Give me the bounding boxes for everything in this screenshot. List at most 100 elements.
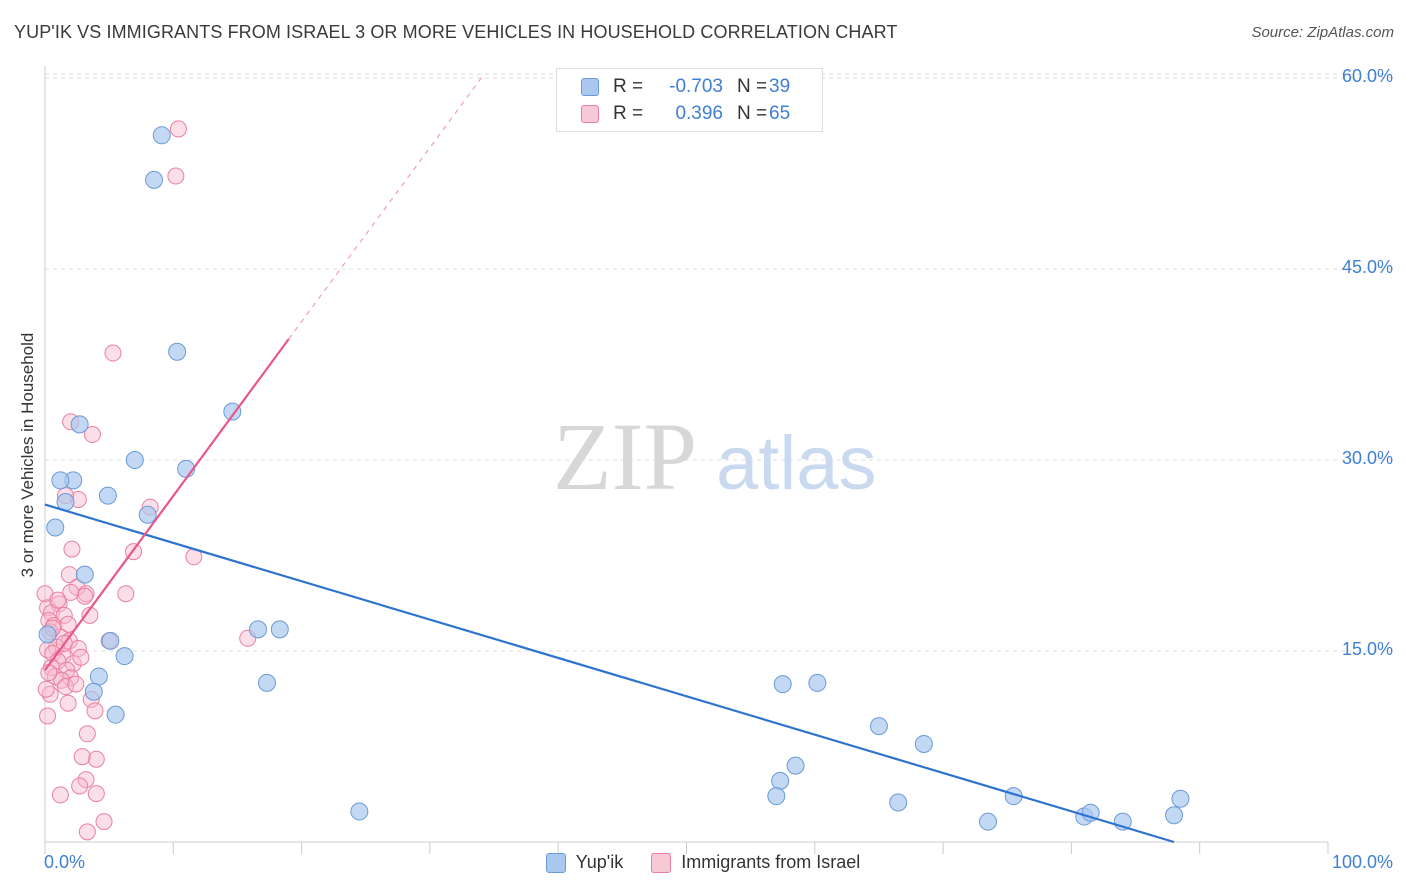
legend-swatch-pink [581, 105, 599, 123]
yupik-point [145, 170, 164, 189]
israel-point [78, 725, 96, 743]
yupik-point [138, 505, 157, 524]
yupik-point [84, 682, 103, 701]
chart-title: YUP'IK VS IMMIGRANTS FROM ISRAEL 3 OR MO… [14, 22, 898, 42]
israel-point [51, 786, 69, 804]
yupik-point [101, 631, 120, 650]
yupik-point [786, 756, 805, 775]
yupik-point [223, 402, 242, 421]
yupik-point [125, 451, 144, 469]
legend-item-israel[interactable]: Immigrants from Israel [651, 852, 860, 873]
yupik-point [248, 620, 267, 639]
legend-swatch-blue [581, 78, 599, 96]
legend-row-yupik: R = -0.703 N = 39 [581, 75, 790, 99]
series-yupik-points [38, 126, 1190, 831]
watermark: ZIP atlas [553, 403, 877, 510]
yupik-point [270, 620, 289, 639]
legend-r-value: -0.703 [669, 76, 723, 97]
israel-point [49, 591, 67, 609]
israel-point [169, 120, 187, 138]
legend-n-value: 39 [769, 76, 791, 97]
yupik-point [350, 802, 369, 821]
yupik-point [257, 673, 276, 692]
legend-n-value: 65 [769, 103, 791, 124]
yupik-point [773, 675, 792, 694]
yupik-point [106, 705, 125, 724]
yupik-point [38, 625, 57, 644]
yupik-trend-line [44, 503, 1175, 844]
yupik-point [889, 793, 908, 812]
y-tick-label: 30.0% [1341, 448, 1393, 468]
yupik-point [152, 126, 171, 145]
israel-point [57, 678, 75, 696]
y-tick-label: 60.0% [1341, 66, 1393, 86]
yupik-point [98, 486, 117, 505]
x-axis [44, 66, 1329, 854]
yupik-point [115, 647, 134, 666]
series-israel-points [36, 120, 257, 841]
y-axis-label: 3 or more Vehicles in Household [18, 332, 37, 578]
legend-row-israel: R = 0.396 N = 65 [581, 102, 790, 126]
israel-point [104, 344, 122, 362]
trend-lines [44, 77, 1175, 844]
israel-point [71, 777, 89, 795]
israel-point [87, 750, 105, 768]
israel-point [40, 664, 58, 682]
x-tick-min: 0.0% [44, 852, 86, 872]
yupik-point [869, 717, 888, 736]
israel-point [95, 813, 113, 831]
legend-item-yupik[interactable]: Yup'ik [545, 852, 624, 873]
source-label: Source: ZipAtlas.com [1251, 24, 1394, 41]
x-tick-max: 100.0% [1331, 852, 1393, 872]
israel-trend-extension [288, 77, 482, 340]
legend-n-label: N = [737, 76, 768, 97]
israel-point [62, 583, 80, 601]
y-tick-label: 45.0% [1341, 257, 1393, 277]
israel-point [67, 675, 85, 693]
yupik-point [1171, 789, 1190, 808]
israel-point [83, 426, 101, 444]
israel-point [78, 823, 96, 841]
israel-point [167, 167, 185, 185]
legend-swatch-yupik [545, 852, 566, 873]
yupik-point [771, 771, 790, 790]
yupik-point [46, 518, 65, 537]
yupik-point [75, 565, 94, 584]
israel-point [117, 585, 135, 603]
yupik-point [89, 667, 108, 686]
israel-point [37, 680, 55, 698]
israel-point [77, 771, 95, 789]
series-legend: Yup'ik Immigrants from Israel [0, 852, 1406, 873]
yupik-point [70, 415, 89, 434]
legend-swatch-israel [651, 852, 672, 873]
y-tick-label: 15.0% [1341, 639, 1393, 659]
watermark-zip: ZIP [553, 403, 697, 510]
israel-trend-line [44, 338, 290, 671]
legend-r-label: R = [613, 76, 644, 97]
israel-point [63, 540, 81, 558]
yupik-point [914, 734, 933, 753]
legend-n-label: N = [737, 103, 768, 124]
yupik-point [51, 471, 70, 490]
correlation-legend: R = -0.703 N = 39 R = 0.396 N = 65 [556, 68, 823, 132]
israel-point [39, 707, 57, 725]
israel-point [76, 587, 94, 605]
israel-point [55, 606, 73, 624]
israel-point [72, 648, 90, 666]
legend-label-israel: Immigrants from Israel [681, 852, 861, 872]
israel-point [87, 785, 105, 803]
legend-r-value: 0.396 [675, 103, 723, 124]
israel-point [59, 694, 77, 712]
legend-label-yupik: Yup'ik [575, 852, 624, 872]
yupik-point [808, 673, 827, 692]
yupik-point [168, 342, 187, 361]
yupik-point [1081, 803, 1100, 822]
yupik-point [1165, 806, 1184, 825]
israel-point [86, 702, 104, 720]
watermark-atlas: atlas [716, 421, 877, 506]
israel-point [73, 748, 91, 766]
yupik-point [767, 787, 786, 806]
legend-r-label: R = [613, 103, 644, 124]
yupik-point [979, 812, 998, 831]
